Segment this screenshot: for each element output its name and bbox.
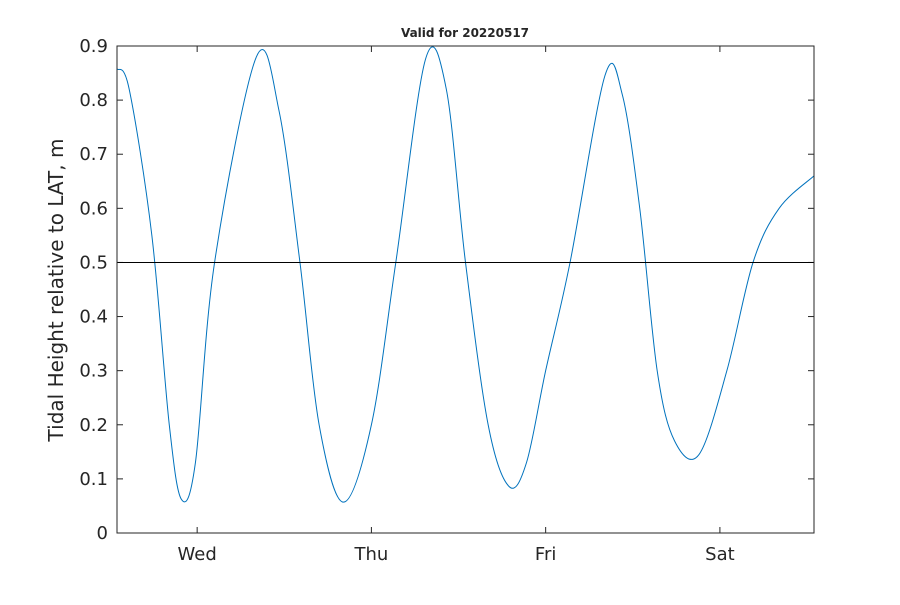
y-axis-label: Tidal Height relative to LAT, m [44, 139, 68, 443]
x-axis-ticks: Wed Thu Fri Sat [178, 46, 735, 565]
y-tick-label: 0.6 [79, 198, 108, 219]
chart-title: Valid for 20220517 [401, 26, 529, 40]
series-group [116, 46, 815, 503]
y-tick-label: 0.1 [79, 469, 108, 490]
x-tick-label: Wed [178, 544, 217, 565]
plot-area-background [117, 46, 814, 533]
y-tick-label: 0.4 [79, 307, 108, 328]
y-tick-label: 0.2 [79, 415, 108, 436]
tide-series-line [116, 46, 815, 503]
plot-frame [116, 45, 815, 534]
y-axis-ticks: 0 0.1 0.2 0.3 0.4 0.5 0.6 0.7 0.8 0.9 [79, 36, 814, 544]
x-tick-label: Thu [353, 544, 388, 565]
x-tick-label: Sat [705, 544, 735, 565]
y-tick-label: 0.9 [79, 36, 108, 57]
y-tick-label: 0.8 [79, 90, 108, 111]
y-tick-label: 0 [97, 523, 108, 544]
y-tick-label: 0.5 [79, 252, 108, 273]
x-tick-label: Fri [535, 544, 556, 565]
y-tick-label: 0.3 [79, 361, 108, 382]
y-tick-label: 0.7 [79, 144, 108, 165]
